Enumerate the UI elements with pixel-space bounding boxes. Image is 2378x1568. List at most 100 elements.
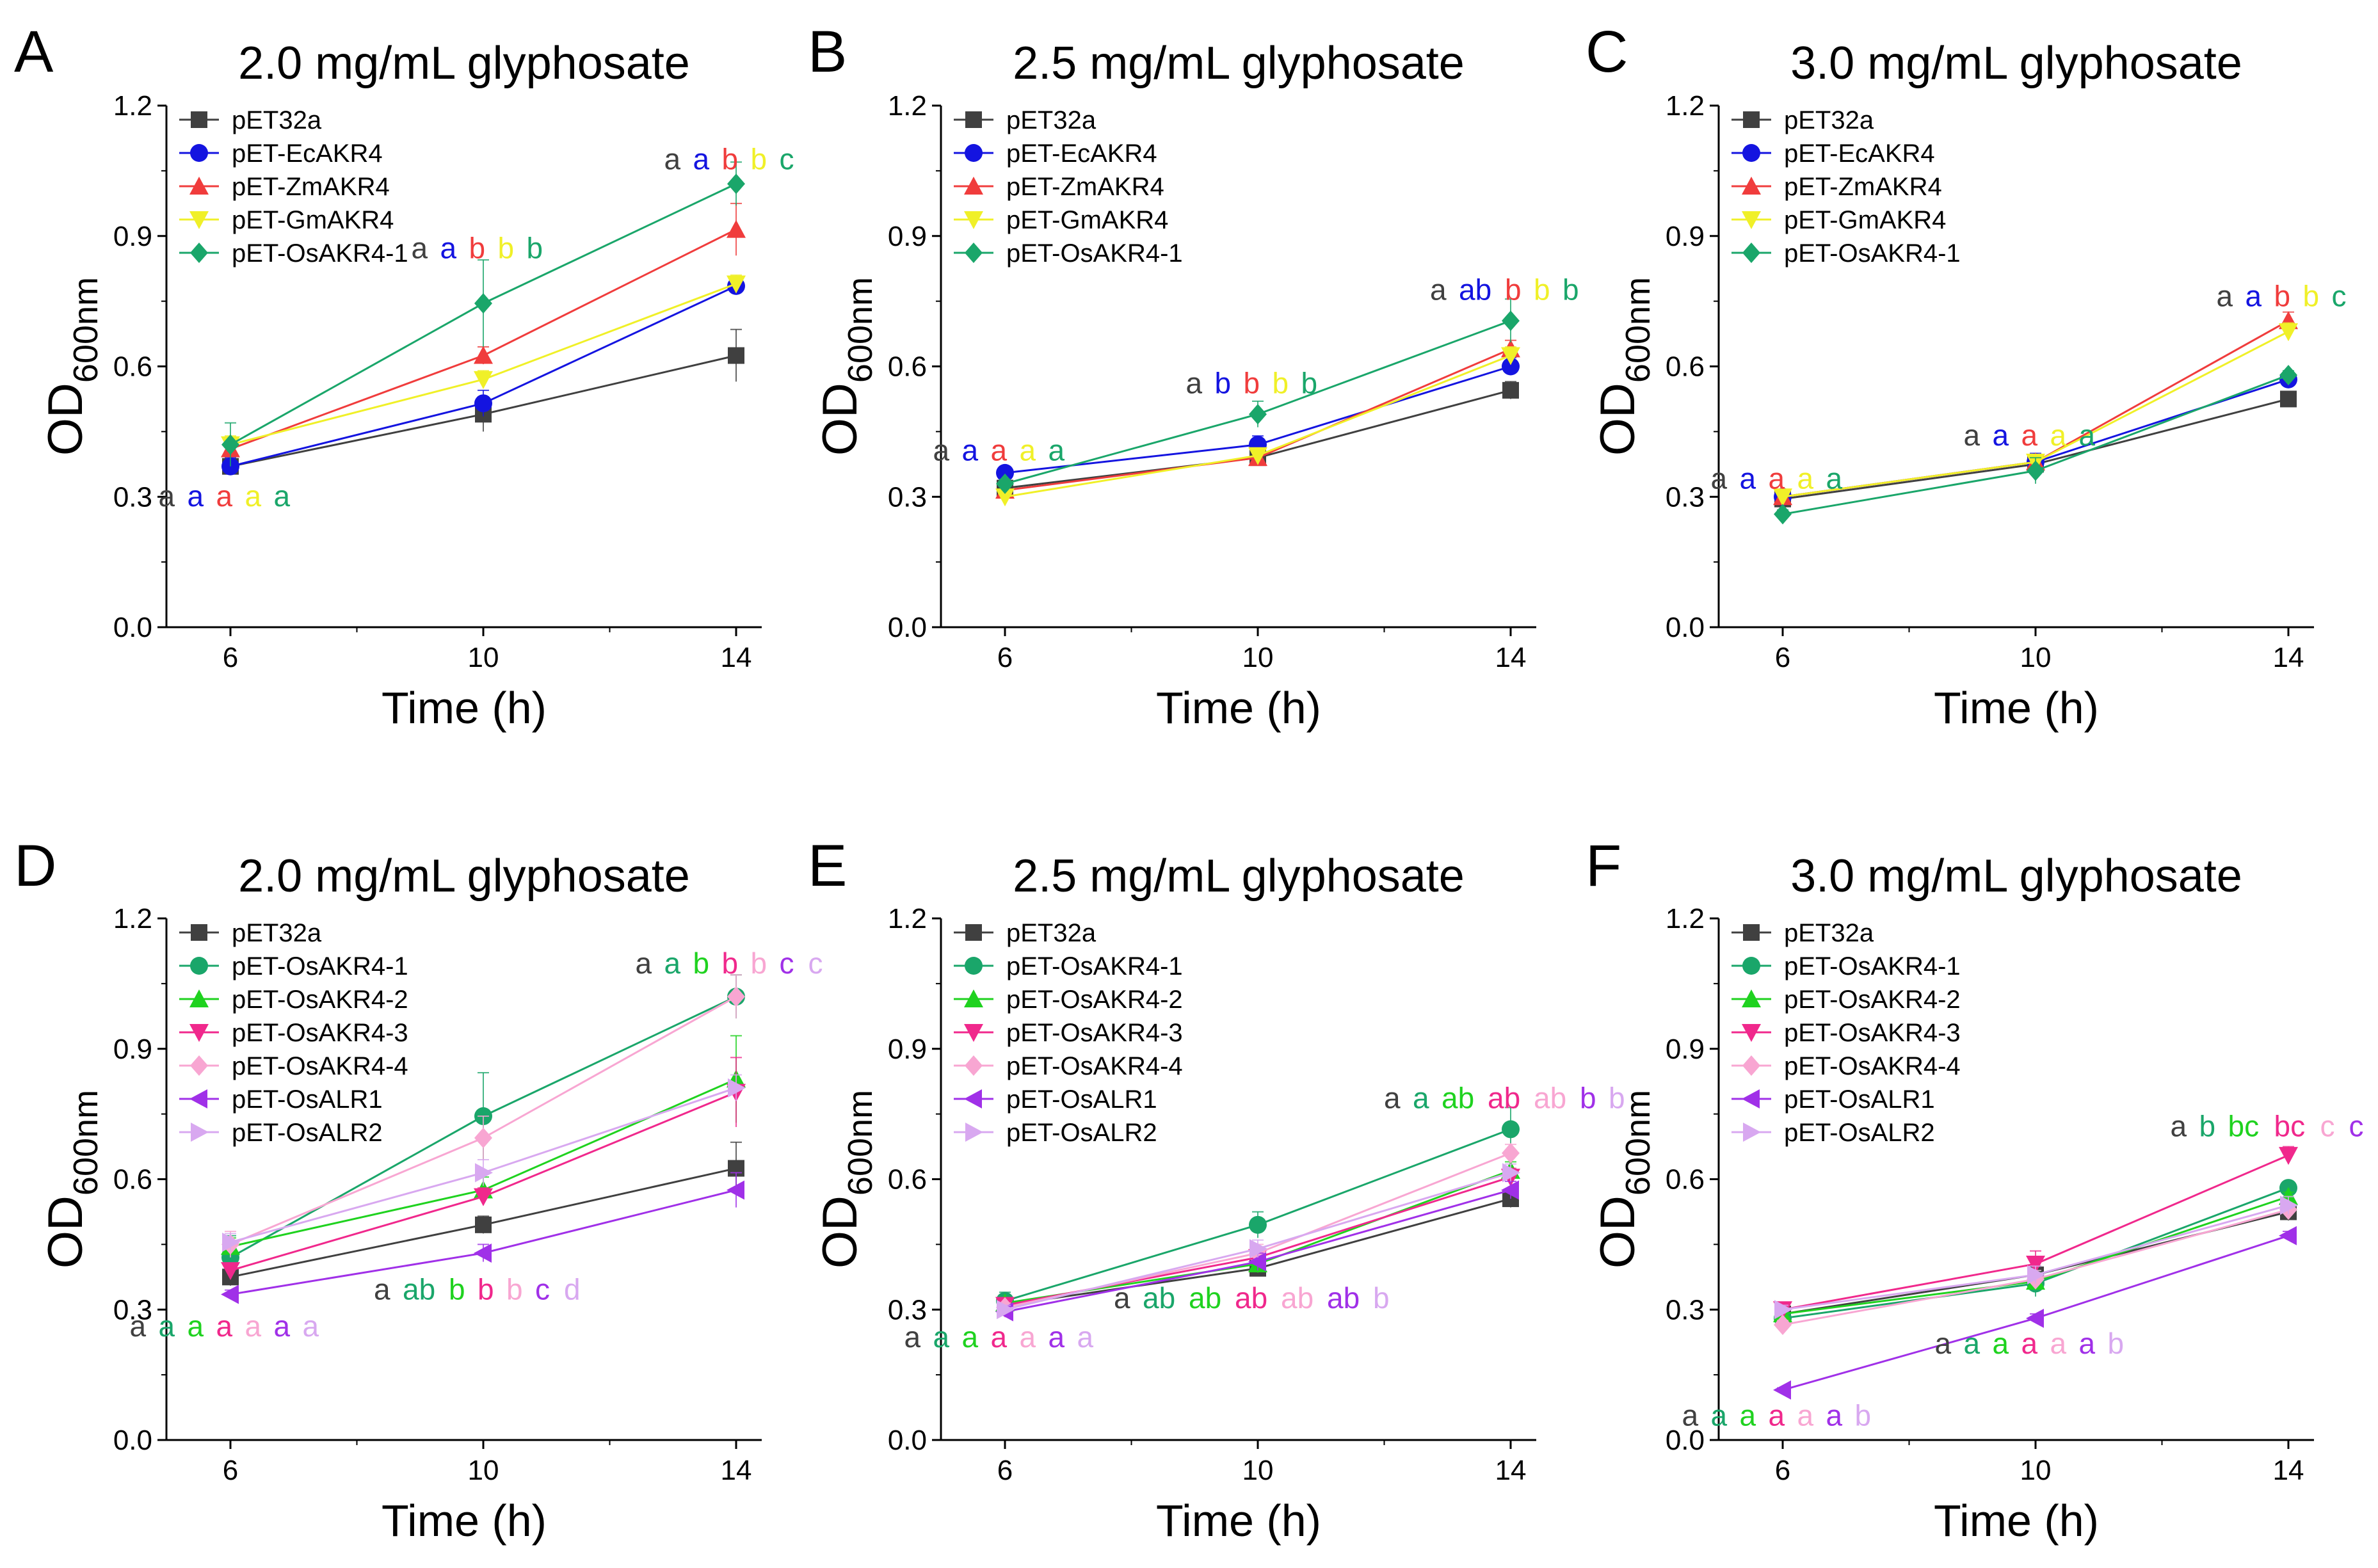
significance-letter: ab: [1281, 1281, 1314, 1315]
significance-letter: a: [1413, 1081, 1429, 1114]
legend-entry: pET-OsAKR4-1: [1784, 239, 1961, 268]
legend-marker: [964, 1024, 983, 1042]
legend-marker: [1743, 1123, 1761, 1142]
significance-letter: b: [2274, 279, 2291, 312]
legend-entry: pET-OsALR1: [1006, 1085, 1157, 1114]
chart-panel-f: F 3.0 mg/mL glyphosate 0.0 0.3 0.6 0.9 1.2 6 10 1…: [1586, 833, 2378, 1546]
significance-letter: a: [693, 143, 710, 176]
data-point: [2027, 460, 2045, 481]
y-axis-label-main: OD: [813, 1196, 867, 1268]
significance-letter: a: [1993, 419, 2009, 452]
y-axis-label-main: OD: [38, 1196, 93, 1268]
y-tick-label: 0.9: [1666, 1034, 1705, 1065]
significance-letter: b: [498, 232, 515, 265]
legend: pET32a pET-OsAKR4-1 pET-OsAKR4-2 pET-OsAKR4…: [1731, 919, 1961, 1147]
significance-letter: a: [1964, 1327, 1980, 1360]
legend-entry: pET-OsAKR4-3: [1784, 1019, 1961, 1047]
y-tick-label: 0.9: [113, 1034, 152, 1065]
x-tick-label: 14: [1495, 642, 1527, 673]
legend-entry: pET-OsAKR4-2: [232, 986, 408, 1014]
significance-letter: a: [1797, 462, 1814, 495]
significance-letter: a: [933, 434, 950, 467]
significance-letter: a: [130, 1309, 147, 1343]
data-point: [1502, 310, 1520, 332]
legend-marker: [189, 177, 209, 195]
x-tick-label: 14: [2273, 642, 2304, 673]
significance-letter: a: [2079, 419, 2096, 452]
legend-marker: [191, 111, 207, 128]
y-axis-label-subscript: 600nm: [67, 1090, 105, 1196]
significance-letter: ab: [1459, 273, 1491, 306]
y-tick-label: 1.2: [113, 90, 152, 122]
significance-letters: a a a a a a aa ab ab ab ab ab ba a ab ab ab b b: [904, 1081, 1625, 1354]
y-axis-label-subscript: 600nm: [1619, 1090, 1657, 1196]
significance-letter: a: [245, 1309, 262, 1343]
chart-panel-b: B 2.5 mg/mL glyphosate 0.0 0.3 0.6 0.9 1.2 6 10 1…: [808, 19, 1579, 733]
significance-letter: a: [636, 947, 652, 980]
significance-letter: a: [1826, 1398, 1843, 1432]
chart-title: 3.0 mg/mL glyphosate: [1790, 851, 2242, 902]
significance-letter: b: [722, 143, 739, 176]
y-tick-label: 0.9: [888, 221, 927, 252]
data-point: [1249, 1239, 1267, 1259]
significance-letter: a: [991, 1320, 1008, 1354]
significance-letter: a: [1430, 273, 1447, 306]
legend: pET32a pET-EcAKR4 pET-ZmAKR4 pET-GmAKR4 pET-…: [179, 106, 408, 268]
data-point: [995, 488, 1015, 507]
legend-marker: [1742, 144, 1760, 162]
chart-title: 2.5 mg/mL glyphosate: [1013, 38, 1465, 89]
y-tick-label: 1.2: [113, 903, 152, 934]
significance-letter: b: [1273, 366, 1289, 399]
significance-letter: b: [449, 1272, 465, 1306]
significance-letter: a: [274, 479, 291, 513]
significance-letter: ab: [403, 1272, 435, 1306]
significance-letter: b: [693, 947, 710, 980]
legend-entry: pET-OsAKR4-3: [232, 1019, 408, 1047]
x-axis-label: Time (h): [1156, 683, 1321, 733]
legend-marker: [964, 177, 983, 195]
data-point: [2026, 1255, 2045, 1274]
y-axis-label-subscript: 600nm: [841, 277, 880, 383]
series-pet-osalr2: [222, 1074, 746, 1252]
legend-marker: [965, 957, 983, 975]
y-tick-label: 0.9: [888, 1034, 927, 1065]
significance-letter: a: [412, 232, 428, 265]
legend-entry: pET-OsAKR4-1: [232, 952, 408, 980]
significance-letter: b: [2108, 1327, 2125, 1360]
x-tick-label: 14: [721, 1455, 752, 1486]
legend-entry: pET-OsAKR4-4: [1006, 1052, 1183, 1080]
y-tick-label: 0.0: [113, 1425, 152, 1456]
significance-letter: a: [1711, 1398, 1728, 1432]
significance-letter: ab: [1488, 1081, 1520, 1114]
significance-letter: a: [2171, 1110, 2187, 1143]
x-tick-label: 6: [1775, 642, 1790, 673]
data-point: [474, 346, 493, 364]
y-axis-label-main: OD: [38, 383, 93, 456]
data-point: [2280, 1196, 2298, 1215]
data-point: [474, 1188, 493, 1206]
significance-letter: b: [1609, 1081, 1625, 1114]
y-axis-label: OD600nm: [38, 277, 105, 456]
significance-letter: b: [527, 232, 543, 265]
significance-letter: a: [1993, 1327, 2009, 1360]
legend-entry: pET-EcAKR4: [232, 140, 383, 168]
significance-letter: b: [751, 143, 767, 176]
legend-entry: pET-OsAKR4-2: [1784, 986, 1961, 1014]
data-point: [2279, 1147, 2298, 1165]
significance-letter: b: [2199, 1110, 2216, 1143]
y-tick-label: 0.6: [113, 351, 152, 383]
significance-letter: ab: [1442, 1081, 1474, 1114]
legend-marker: [191, 924, 207, 941]
legend-entry: pET-ZmAKR4: [232, 173, 390, 201]
legend-entry: pET-GmAKR4: [1006, 206, 1168, 234]
data-point: [1249, 404, 1267, 425]
y-axis-label-main: OD: [1591, 1196, 1645, 1268]
panel-label: C: [1586, 19, 1628, 84]
significance-letter: a: [188, 479, 204, 513]
legend-marker: [189, 1024, 209, 1042]
x-tick-label: 6: [997, 642, 1013, 673]
y-tick-label: 0.6: [1666, 1164, 1705, 1196]
significance-letters: a a a a aa b b b ba ab b b b: [933, 273, 1579, 467]
x-tick-label: 10: [1242, 642, 1274, 673]
